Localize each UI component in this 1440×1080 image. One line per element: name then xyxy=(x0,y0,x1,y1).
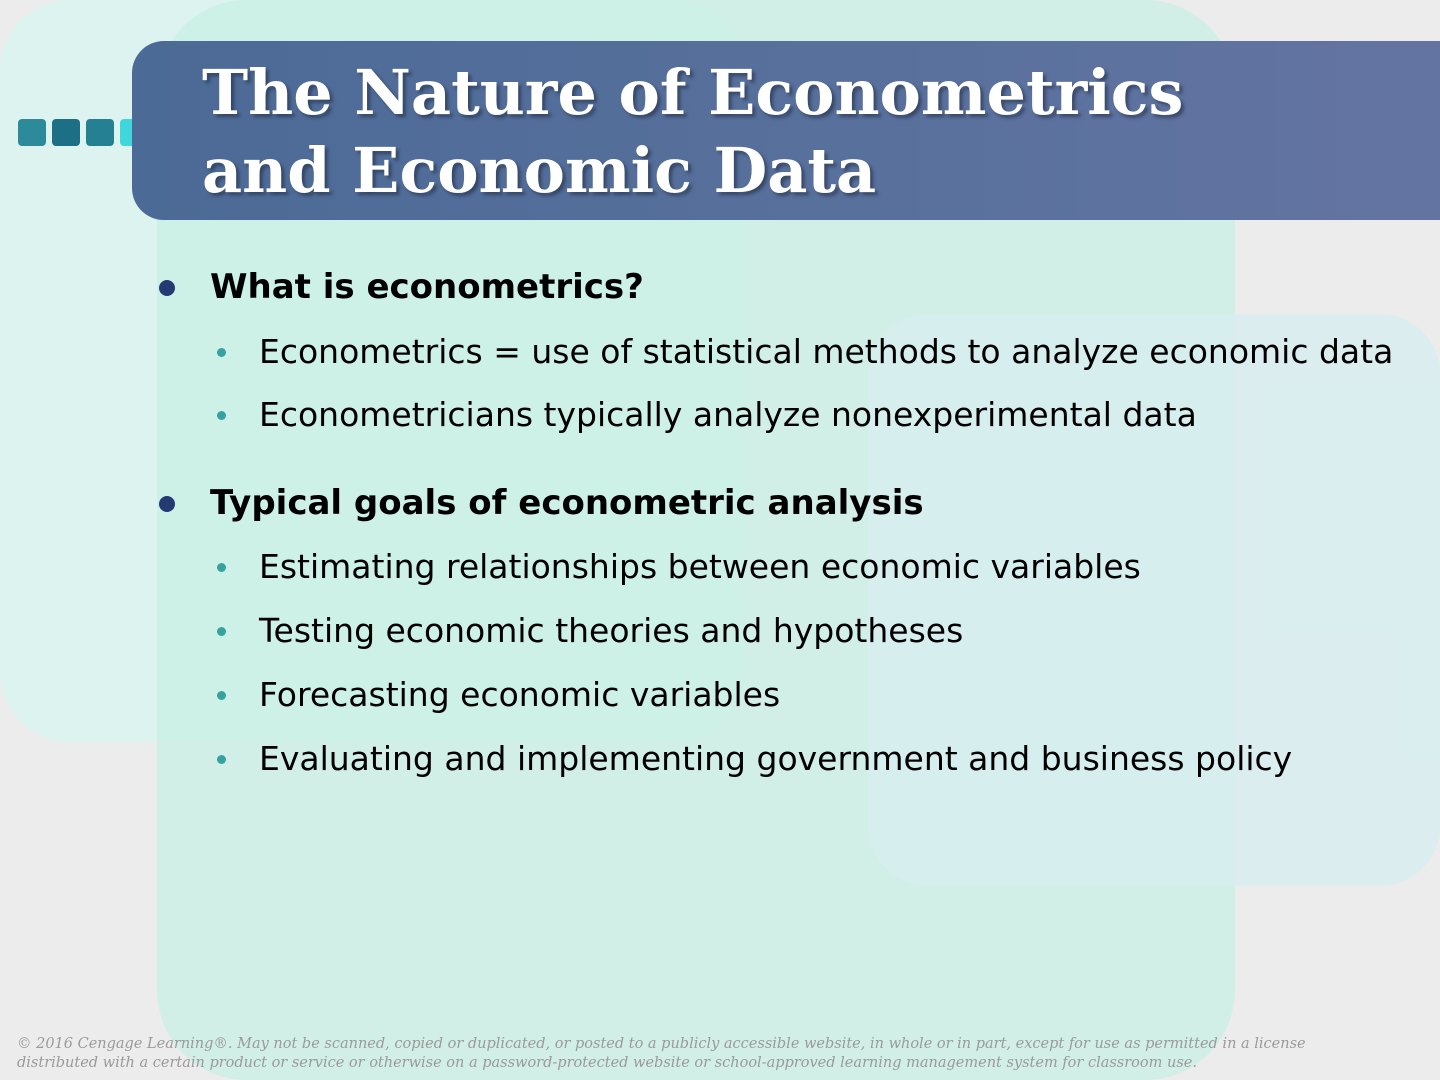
section-heading-2: Typical goals of econometric analysis xyxy=(159,483,924,523)
round-bullet-icon xyxy=(159,280,175,296)
copyright-line-1: © 2016 Cengage Learning®. May not be sca… xyxy=(17,1036,1306,1052)
section-heading-1: What is econometrics? xyxy=(159,267,644,307)
slide-title-line-1: The Nature of Econometrics xyxy=(202,56,1184,129)
small-round-bullet-icon xyxy=(217,563,226,572)
copyright-footer: © 2016 Cengage Learning®. May not be sca… xyxy=(17,1035,1317,1073)
small-round-bullet-icon xyxy=(217,627,226,636)
small-round-bullet-icon xyxy=(217,348,226,357)
bullet-point: Testing economic theories and hypotheses xyxy=(217,611,964,651)
slide-title: The Nature of Econometrics and Economic … xyxy=(202,54,1183,210)
small-round-bullet-icon xyxy=(217,691,226,700)
four-square-strip-icon xyxy=(18,119,154,146)
bullet-point: Forecasting economic variables xyxy=(217,675,781,715)
bullet-point: Econometricians typically analyze nonexp… xyxy=(217,395,1197,435)
accent-square-icon xyxy=(52,119,80,146)
copyright-line-2: distributed with a certain product or se… xyxy=(17,1055,1197,1071)
bullet-point-text: Testing economic theories and hypotheses xyxy=(259,611,964,650)
small-round-bullet-icon xyxy=(217,411,226,420)
section-heading-text: What is econometrics? xyxy=(210,267,644,307)
bullet-point-text: Econometricians typically analyze nonexp… xyxy=(259,395,1197,434)
small-round-bullet-icon xyxy=(217,755,226,764)
bullet-point-text: Forecasting economic variables xyxy=(259,675,781,714)
bullet-point: Estimating relationships between economi… xyxy=(217,547,1141,587)
bullet-point-text: Evaluating and implementing government a… xyxy=(259,739,1293,778)
bullet-point: Evaluating and implementing government a… xyxy=(217,739,1293,779)
round-bullet-icon xyxy=(159,496,175,512)
title-banner xyxy=(132,41,1440,220)
accent-square-icon xyxy=(86,119,114,146)
bullet-point-text: Estimating relationships between economi… xyxy=(259,547,1141,586)
background-panel-right xyxy=(868,314,1440,886)
section-heading-text: Typical goals of econometric analysis xyxy=(210,483,924,523)
bullet-point-text: Econometrics = use of statistical method… xyxy=(259,332,1394,371)
accent-square-icon xyxy=(18,119,46,146)
bullet-point: Econometrics = use of statistical method… xyxy=(217,332,1394,372)
slide-title-line-2: and Economic Data xyxy=(202,134,877,207)
